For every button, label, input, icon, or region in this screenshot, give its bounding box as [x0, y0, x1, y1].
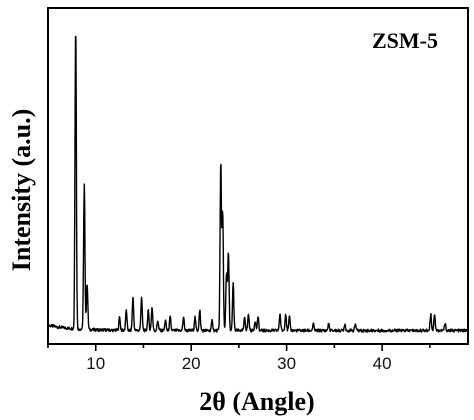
sample-annotation: ZSM-5	[372, 28, 438, 53]
peak-point	[219, 161, 222, 164]
plot-area: 10 20 30 40	[47, 7, 469, 373]
peak-marks	[74, 23, 446, 325]
peak-point	[254, 319, 257, 322]
y-axis-label: Intensity (a.u.)	[7, 109, 36, 272]
plot-frame	[47, 7, 469, 345]
x-ticks: 10 20 30 40	[47, 344, 431, 373]
peak-point	[86, 282, 89, 285]
x-axis-label: 2θ (Angle)	[199, 387, 314, 416]
series-line-zsm5	[47, 35, 469, 333]
peak-point	[74, 23, 77, 26]
x-tick-label: 30	[277, 354, 296, 373]
x-tick-label: 10	[86, 354, 105, 373]
x-tick-label: 20	[182, 354, 201, 373]
x-tick-label: 40	[373, 354, 392, 373]
